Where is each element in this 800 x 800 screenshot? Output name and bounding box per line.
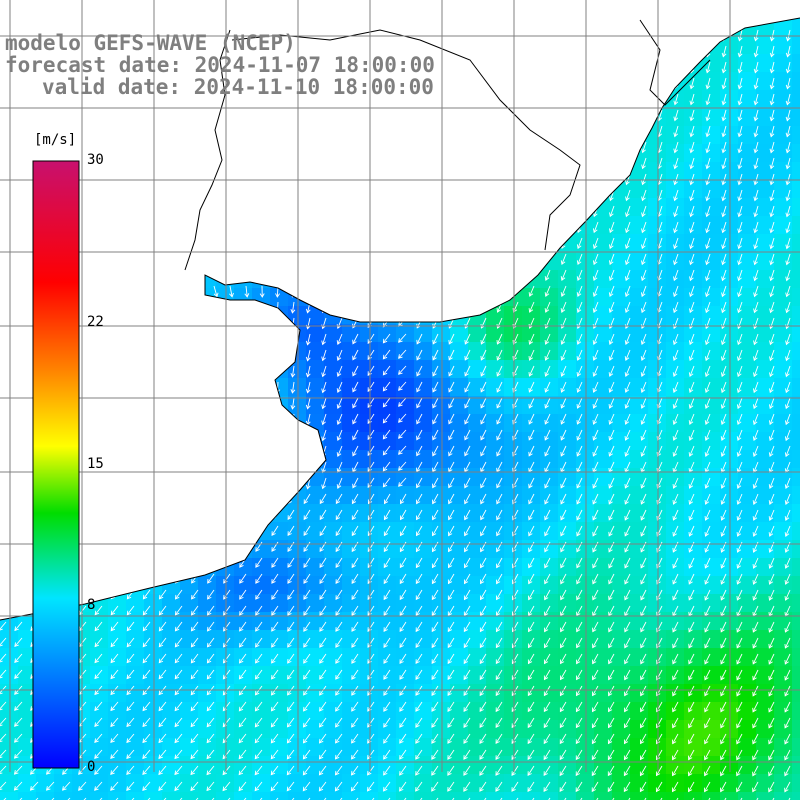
colorbar-tick-8: 8: [87, 597, 96, 614]
colorbar-tick-22: 22: [87, 313, 104, 330]
title-model: modelo GEFS-WAVE (NCEP): [5, 31, 296, 55]
colorbar-tick-0: 0: [87, 759, 96, 775]
border-brazil-uruguay: [231, 29, 581, 251]
title-valid-date: valid date: 2024-11-10 18:00:00: [42, 75, 434, 99]
colorbar-tick-30: 30: [87, 152, 104, 168]
lat-lon-grid: [0, 0, 800, 772]
colorbar-scale: [32, 160, 80, 769]
title-forecast-date: forecast date: 2024-11-07 18:00:00: [5, 53, 435, 77]
river-uruguay: [184, 29, 231, 271]
colorbar: [32, 160, 80, 769]
colorbar-unit: [m/s]: [34, 132, 77, 148]
coastline: [0, 17, 800, 621]
colorbar-tick-15: 15: [87, 455, 104, 472]
